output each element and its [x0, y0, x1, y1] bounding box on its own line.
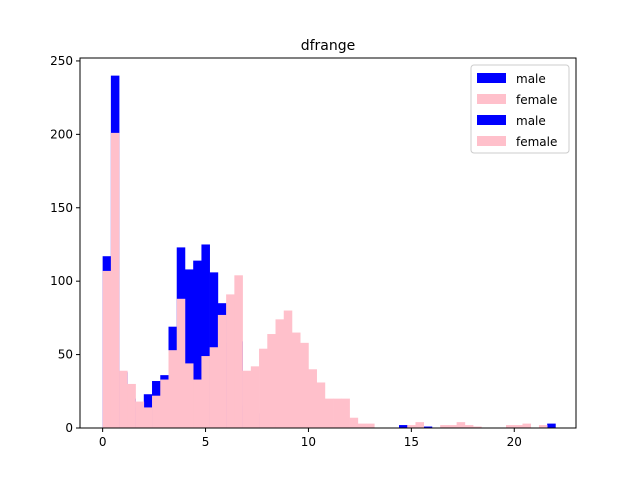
y-tick-label: 200: [50, 127, 73, 141]
x-tick-label: 0: [99, 435, 107, 449]
bar-female-5: [143, 407, 153, 428]
bar-male-24: [399, 425, 408, 428]
bar-female-16: [234, 275, 243, 428]
y-tick-label: 100: [50, 274, 73, 288]
y-tick-label: 250: [50, 54, 73, 68]
bar-female-7: [160, 379, 169, 428]
bar-female-35: [440, 425, 449, 428]
bar-female-10: [184, 363, 194, 428]
bar-female-6: [152, 395, 161, 428]
bar-female-24: [300, 342, 309, 428]
bar-female-15: [226, 294, 235, 428]
legend-label-female: female: [516, 93, 557, 107]
bar-female-39: [473, 426, 482, 428]
x-tick-label: 20: [507, 435, 522, 449]
bar-female-40: [506, 425, 515, 428]
bar-female-1: [110, 132, 120, 428]
bar-female-34: [415, 422, 424, 428]
bar-female-23: [291, 332, 301, 428]
x-axis: 0 5 10 15 20: [99, 428, 522, 449]
bar-male-25: [423, 426, 433, 428]
bar-female-2: [119, 370, 128, 428]
legend-swatch-male: [477, 73, 506, 83]
y-tick-label: 0: [65, 421, 73, 435]
bars-group: [102, 75, 556, 429]
bar-male-12: [201, 244, 210, 428]
legend-swatch-female: [477, 136, 506, 146]
bar-female-29: [341, 398, 350, 428]
bar-female-21: [275, 319, 285, 428]
bar-female-13: [209, 347, 219, 428]
legend-box: [470, 64, 570, 154]
bar-female-30: [349, 417, 359, 428]
bar-female-17: [242, 370, 252, 428]
bar-female-11: [193, 379, 202, 428]
bar-female-4: [135, 401, 145, 428]
legend-label-male: male: [516, 72, 546, 86]
bar-female-32: [366, 423, 375, 428]
bar-female-42: [522, 423, 532, 428]
plot-frame: [79, 57, 577, 429]
legend-label-female: female: [516, 135, 557, 149]
bar-female-3: [127, 383, 136, 428]
bar-female-31: [357, 423, 367, 428]
bar-female-38: [464, 425, 474, 428]
bar-female-22: [283, 310, 293, 428]
x-tick-label: 10: [301, 435, 316, 449]
bar-female-41: [514, 425, 523, 428]
bar-female-12: [201, 356, 210, 428]
x-tick-label: 5: [202, 435, 210, 449]
y-axis: 0 50 100 150 200 250: [50, 54, 80, 435]
bar-female-26: [316, 382, 326, 428]
bar-female-18: [250, 366, 260, 428]
bar-female-37: [456, 422, 466, 428]
bar-female-27: [324, 398, 334, 428]
bar-female-19: [259, 348, 268, 428]
bar-male-11: [193, 260, 202, 428]
bar-female-14: [217, 314, 227, 428]
bar-female-8: [168, 350, 178, 428]
legend: male female male female: [470, 64, 570, 154]
chart-title: dfrange: [301, 38, 356, 54]
x-tick-label: 15: [404, 435, 419, 449]
bar-female-33: [407, 425, 416, 428]
legend-label-male: male: [516, 114, 546, 128]
bar-female-20: [267, 334, 276, 428]
bar-female-9: [176, 298, 186, 428]
bar-female-36: [448, 425, 457, 428]
legend-swatch-male: [477, 115, 506, 125]
bar-male-26: [547, 423, 556, 428]
bar-female-43: [538, 425, 548, 428]
bar-male-10: [184, 269, 194, 428]
bar-female-25: [308, 369, 317, 428]
legend-swatch-female: [477, 94, 506, 104]
y-tick-label: 50: [58, 348, 73, 362]
bar-female-0: [102, 270, 112, 428]
y-tick-label: 150: [50, 201, 73, 215]
bar-female-28: [333, 398, 342, 428]
